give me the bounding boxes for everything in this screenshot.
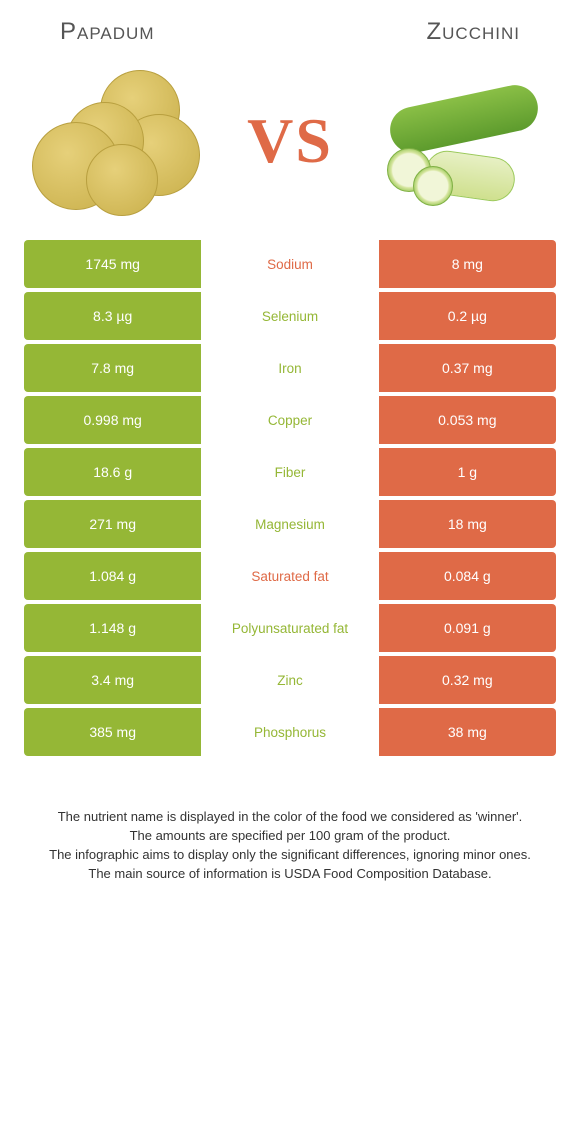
left-value-cell: 1.084 g — [24, 552, 201, 600]
left-value-cell: 385 mg — [24, 708, 201, 756]
footer-line: The amounts are specified per 100 gram o… — [30, 827, 550, 846]
table-row: 1.148 gPolyunsaturated fat0.091 g — [24, 604, 556, 652]
footer-line: The main source of information is USDA F… — [30, 865, 550, 884]
right-value-cell: 0.091 g — [379, 604, 556, 652]
table-row: 18.6 gFiber1 g — [24, 448, 556, 496]
table-row: 3.4 mgZinc0.32 mg — [24, 656, 556, 704]
right-food-title: Zucchini — [427, 18, 521, 46]
footer-line: The infographic aims to display only the… — [30, 846, 550, 865]
table-row: 1745 mgSodium8 mg — [24, 240, 556, 288]
left-value-cell: 7.8 mg — [24, 344, 201, 392]
left-value-cell: 0.998 mg — [24, 396, 201, 444]
table-row: 271 mgMagnesium18 mg — [24, 500, 556, 548]
table-row: 385 mgPhosphorus38 mg — [24, 708, 556, 756]
left-value-cell: 3.4 mg — [24, 656, 201, 704]
right-value-cell: 8 mg — [379, 240, 556, 288]
left-value-cell: 1745 mg — [24, 240, 201, 288]
table-row: 8.3 µgSelenium0.2 µg — [24, 292, 556, 340]
footer-note: The nutrient name is displayed in the co… — [0, 760, 580, 883]
table-row: 1.084 gSaturated fat0.084 g — [24, 552, 556, 600]
footer-line: The nutrient name is displayed in the co… — [30, 808, 550, 827]
right-value-cell: 18 mg — [379, 500, 556, 548]
titles-row: Papadum Zucchini — [0, 0, 580, 56]
nutrient-name-cell: Sodium — [201, 240, 378, 288]
left-food-title: Papadum — [60, 18, 154, 46]
left-value-cell: 1.148 g — [24, 604, 201, 652]
left-value-cell: 8.3 µg — [24, 292, 201, 340]
table-row: 7.8 mgIron0.37 mg — [24, 344, 556, 392]
nutrient-name-cell: Fiber — [201, 448, 378, 496]
right-value-cell: 0.2 µg — [379, 292, 556, 340]
right-value-cell: 38 mg — [379, 708, 556, 756]
left-value-cell: 18.6 g — [24, 448, 201, 496]
nutrient-name-cell: Polyunsaturated fat — [201, 604, 378, 652]
nutrient-name-cell: Selenium — [201, 292, 378, 340]
right-value-cell: 0.37 mg — [379, 344, 556, 392]
table-row: 0.998 mgCopper0.053 mg — [24, 396, 556, 444]
nutrient-name-cell: Copper — [201, 396, 378, 444]
papadum-illustration — [30, 66, 205, 216]
right-value-cell: 1 g — [379, 448, 556, 496]
nutrient-table: 1745 mgSodium8 mg8.3 µgSelenium0.2 µg7.8… — [0, 240, 580, 756]
nutrient-name-cell: Iron — [201, 344, 378, 392]
left-value-cell: 271 mg — [24, 500, 201, 548]
right-value-cell: 0.084 g — [379, 552, 556, 600]
nutrient-name-cell: Saturated fat — [201, 552, 378, 600]
vs-label: VS — [247, 104, 333, 178]
right-value-cell: 0.32 mg — [379, 656, 556, 704]
nutrient-name-cell: Phosphorus — [201, 708, 378, 756]
nutrient-name-cell: Zinc — [201, 656, 378, 704]
nutrient-name-cell: Magnesium — [201, 500, 378, 548]
right-value-cell: 0.053 mg — [379, 396, 556, 444]
zucchini-illustration — [375, 66, 550, 216]
hero-row: VS — [0, 56, 580, 240]
